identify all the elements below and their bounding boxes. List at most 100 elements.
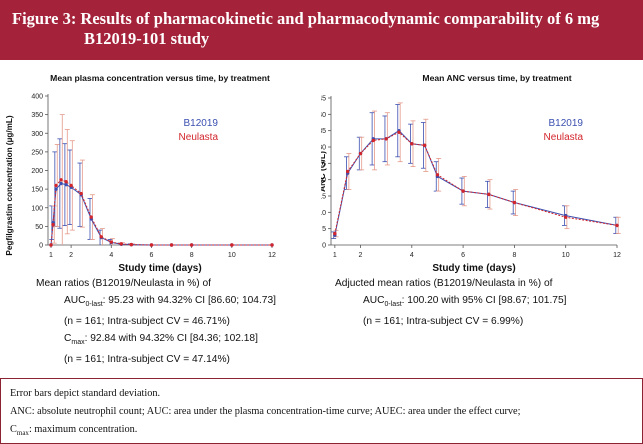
pd-point-neulasta: [410, 142, 414, 146]
pd-chart: Mean ANC versus time, by treatment 0 5 10 15…: [321, 73, 621, 274]
pk-point-neulasta: [119, 242, 124, 246]
pk-point-neulasta: [129, 242, 134, 247]
footnote-cmax-c: C: [10, 424, 17, 435]
pk-auc-value: : 95.23 with 94.32% CI [86.60; 104.73]: [102, 295, 276, 306]
pd-point-neulasta: [358, 151, 363, 156]
pd-point-neulasta: [422, 143, 427, 148]
pd-point-neulasta: [563, 215, 568, 219]
pk-point-neulasta: [169, 243, 174, 247]
pk-cmax-note: (n = 161; Intra-subject CV = 47.14%): [64, 354, 230, 366]
pd-x-tick-label: 4: [410, 252, 414, 259]
pk-point-b12019: [54, 187, 58, 191]
pk-point-neulasta: [59, 178, 63, 182]
pd-point-neulasta: [461, 189, 465, 193]
pk-cmax-value: : 92.84 with 94.32% CI [84.36; 102.18]: [84, 333, 258, 345]
pk-legend-b12019: B12019: [184, 118, 219, 129]
pk-y-tick-label: 400: [31, 94, 43, 101]
pk-cmax-sub: max: [71, 339, 85, 347]
pd-panel: Mean ANC versus time, by treatment 0 5 10 15…: [321, 60, 643, 378]
pd-y-tick-label: 5: [322, 226, 326, 233]
pd-x-tick-label: 1: [333, 252, 337, 259]
pd-y-tick-label: 20: [321, 177, 326, 184]
pk-point-neulasta: [99, 235, 103, 239]
footnote-error-bars: Error bars depict standard deviation.: [10, 388, 161, 399]
pk-panel: Mean plasma concentration versus time, b…: [0, 60, 321, 378]
footnote-cmax-rest: : maximum concentration.: [28, 424, 138, 435]
figure-header: Figure 3: Results of pharmacokinetic and…: [0, 0, 643, 60]
pd-point-neulasta: [397, 130, 401, 134]
pd-chart-title: Mean ANC versus time, by treatment: [422, 73, 571, 83]
pk-x-tick-label: 8: [190, 252, 194, 259]
pd-point-neulasta: [345, 169, 350, 174]
pk-series-line-neulasta: [50, 179, 272, 246]
pd-point-neulasta: [371, 138, 376, 143]
pd-x-axis-label: Study time (days): [432, 263, 515, 274]
pk-y-tick-label: 300: [31, 131, 43, 138]
pk-point-b12019: [59, 181, 63, 186]
pd-results-heading: Adjucted mean ratios (B12019/Neulasta in…: [335, 278, 553, 289]
pd-point-neulasta: [384, 137, 388, 141]
figure-title-line1: Figure 3: Results of pharmacokinetic and…: [12, 9, 600, 28]
pk-point-neulasta: [270, 243, 274, 247]
pk-cmax-line: Cmax: 92.84 with 94.32% CI [84.36; 102.1…: [36, 330, 320, 351]
pd-auc-sub: 0-last: [384, 301, 402, 309]
pd-auc-value: : 100.20 with 95% CI [98.67; 101.75]: [401, 295, 567, 306]
pk-point-neulasta: [54, 183, 58, 188]
pk-auc-note: (n = 161; Intra-subject CV = 46.71%): [64, 316, 230, 328]
pd-results: Adjucted mean ratios (B12019/Neulasta in…: [335, 275, 635, 330]
pd-point-neulasta: [615, 223, 619, 228]
pk-auc-line: AUC0-last: 95.23 with 94.32% CI [86.60; …: [36, 292, 320, 313]
pd-x-tick-label: 2: [359, 252, 363, 259]
pk-point-neulasta: [89, 215, 93, 219]
pk-y-tick-label: 0: [39, 243, 43, 250]
footnote-abbreviations: ANC: absolute neutrophil count; AUC: are…: [10, 406, 521, 417]
pd-y-tick-label: 40: [321, 112, 326, 119]
pd-point-neulasta: [512, 200, 517, 205]
pd-x-tick-label: 8: [512, 252, 516, 259]
pk-point-neulasta: [69, 183, 73, 188]
pk-point-b12019: [64, 182, 68, 187]
pk-y-tick-label: 150: [31, 187, 43, 194]
pd-x-tick-label: 10: [562, 252, 570, 259]
pd-y-tick-label: 45: [321, 96, 326, 103]
pd-y-tick-label: 15: [321, 194, 326, 201]
pk-y-tick-label: 100: [31, 205, 43, 212]
pk-point-neulasta: [189, 243, 194, 247]
pk-y-tick-label: 250: [31, 149, 43, 156]
pk-legend-neulasta: Neulasta: [179, 132, 219, 143]
pk-series-line-b12019: [50, 182, 272, 246]
pk-x-axis-label: Study time (days): [118, 263, 201, 274]
pk-point-neulasta: [79, 191, 83, 196]
pd-point-neulasta: [435, 173, 440, 177]
pk-y-axis-label: Pegfilgrastim concentration (µg/mL): [5, 115, 14, 256]
pd-auc-note: (n = 161; Intra-subject CV = 6.99%): [363, 316, 524, 328]
pk-chart: Mean plasma concentration versus time, b…: [5, 73, 276, 274]
pk-point-neulasta: [64, 179, 68, 184]
pd-legend-neulasta: Neulasta: [544, 132, 584, 143]
pk-x-tick-label: 1: [49, 252, 53, 259]
pd-point-neulasta: [487, 192, 491, 197]
pk-results: Mean ratios (B12019/Neulasta in %) of AU…: [36, 275, 320, 368]
footer-divider: [0, 378, 643, 379]
pk-cmax-label: C: [64, 333, 72, 345]
pk-chart-title: Mean plasma concentration versus time, b…: [50, 73, 270, 83]
pk-x-tick-label: 10: [228, 252, 236, 259]
pk-point-neulasta: [49, 243, 53, 247]
footnote-cmax: Cmax: maximum concentration.: [10, 421, 635, 442]
pk-y-tick-label: 350: [31, 112, 43, 119]
pk-x-tick-label: 4: [109, 252, 113, 259]
pk-point-neulasta: [230, 243, 234, 247]
pd-y-tick-label: 30: [321, 145, 326, 152]
pk-point-neulasta: [51, 222, 55, 227]
pd-y-tick-label: 10: [321, 210, 326, 217]
pk-x-tick-label: 12: [268, 252, 276, 259]
pd-y-axis-label: ANC (G/L): [321, 151, 327, 192]
pk-x-tick-label: 6: [150, 252, 154, 259]
pk-y-tick-label: 50: [35, 224, 43, 231]
pk-x-tick-label: 2: [69, 252, 73, 259]
pk-point-neulasta: [149, 243, 154, 247]
pd-x-tick-label: 6: [461, 252, 465, 259]
pd-legend-b12019: B12019: [549, 118, 584, 129]
pd-y-tick-label: 25: [321, 161, 326, 168]
figure-title-line2: B12019-101 study: [84, 29, 210, 48]
